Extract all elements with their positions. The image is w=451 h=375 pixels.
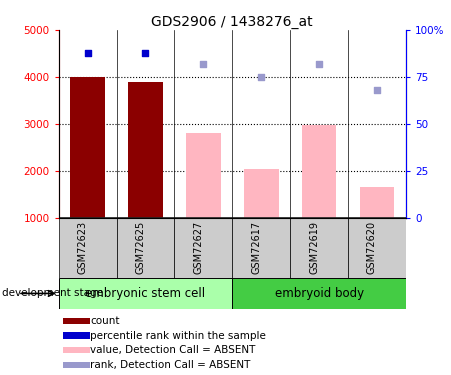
Bar	[116, 217, 175, 278]
Point	[258, 74, 265, 80]
Point	[142, 50, 149, 55]
Bar	[290, 217, 348, 278]
Bar	[63, 347, 90, 353]
Bar	[128, 82, 163, 218]
Bar	[232, 217, 290, 278]
Bar	[232, 278, 406, 309]
Bar	[70, 77, 105, 218]
Point	[373, 87, 381, 93]
Bar	[63, 362, 90, 368]
Title: GDS2906 / 1438276_at: GDS2906 / 1438276_at	[152, 15, 313, 29]
Bar	[186, 133, 221, 218]
Bar	[359, 187, 394, 218]
Text: value, Detection Call = ABSENT: value, Detection Call = ABSENT	[90, 345, 256, 355]
Text: GSM72620: GSM72620	[367, 221, 377, 274]
Text: GSM72625: GSM72625	[135, 221, 146, 274]
Text: embryonic stem cell: embryonic stem cell	[85, 287, 206, 300]
Bar	[175, 217, 232, 278]
Point	[316, 61, 323, 67]
Text: GSM72617: GSM72617	[251, 221, 261, 274]
Bar	[59, 217, 116, 278]
Bar	[59, 278, 232, 309]
Point	[200, 61, 207, 67]
Text: development stage: development stage	[2, 288, 103, 298]
Bar	[63, 332, 90, 339]
Text: GSM72619: GSM72619	[309, 221, 319, 274]
Bar	[244, 169, 279, 217]
Text: embryoid body: embryoid body	[275, 287, 364, 300]
Point	[84, 50, 91, 55]
Bar	[348, 217, 406, 278]
Text: count: count	[90, 316, 120, 326]
Text: GSM72623: GSM72623	[78, 221, 87, 274]
Text: rank, Detection Call = ABSENT: rank, Detection Call = ABSENT	[90, 360, 251, 370]
Bar	[63, 318, 90, 324]
Bar	[302, 124, 336, 217]
Text: GSM72627: GSM72627	[193, 221, 203, 274]
Text: percentile rank within the sample: percentile rank within the sample	[90, 331, 266, 340]
